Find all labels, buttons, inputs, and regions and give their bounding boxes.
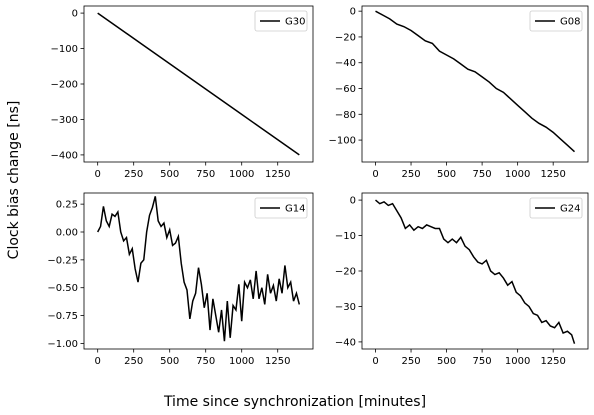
y-tick-label: 0 — [72, 9, 78, 20]
y-tick-label: 0.25 — [56, 200, 78, 211]
x-tick-label: 750 — [196, 356, 215, 367]
legend: G08 — [529, 10, 583, 32]
legend-box — [529, 197, 583, 219]
y-tick-label: −400 — [51, 150, 78, 161]
x-tick-label: 750 — [196, 169, 215, 180]
legend-box — [254, 197, 308, 219]
x-tick-label: 1250 — [540, 356, 565, 367]
x-tick-label: 500 — [160, 356, 179, 367]
y-tick-label: −200 — [51, 80, 78, 91]
y-tick-label: −20 — [335, 32, 356, 43]
legend-label: G14 — [285, 204, 305, 215]
subplot-2: 0 250 500 750 1000 1250 0 −20 −40 −60 −80 −100 G08 — [329, 5, 589, 180]
y-tick-label: −20 — [335, 267, 356, 278]
figure-ylabel: Clock bias change [ns] — [6, 101, 22, 260]
legend: G14 — [254, 197, 308, 219]
x-tick-label: 250 — [124, 356, 143, 367]
x-tick-label: 1250 — [540, 169, 565, 180]
axes-frame — [83, 192, 314, 350]
y-tick-label: −30 — [335, 302, 356, 313]
legend-label: G30 — [285, 17, 305, 28]
series-line-g14 — [97, 196, 301, 342]
y-tick-label: −10 — [335, 231, 356, 242]
legend: G30 — [254, 10, 308, 32]
x-tick-label: 250 — [124, 169, 143, 180]
series-line-g24 — [375, 199, 576, 344]
legend-box — [254, 10, 308, 32]
x-tick-label: 1000 — [505, 356, 530, 367]
y-tick-label: −300 — [51, 115, 78, 126]
legend-label: G08 — [560, 17, 580, 28]
x-tick-label: 1000 — [229, 169, 254, 180]
x-tick-label: 1250 — [265, 356, 290, 367]
series-line-g08 — [375, 10, 576, 153]
x-tick-label: 0 — [372, 356, 378, 367]
y-tick-label: 0 — [350, 7, 356, 18]
axes-frame — [361, 5, 589, 163]
y-tick-label: −80 — [335, 110, 356, 121]
x-tick-label: 750 — [473, 356, 492, 367]
x-tick-label: 0 — [94, 169, 100, 180]
x-tick-label: 0 — [94, 356, 100, 367]
legend-box — [529, 10, 583, 32]
y-tick-label: 0.00 — [56, 228, 78, 239]
figure-xlabel: Time since synchronization [minutes] — [163, 394, 426, 410]
y-tick-label: −40 — [335, 58, 356, 69]
x-tick-label: 250 — [401, 169, 420, 180]
x-tick-label: 500 — [437, 169, 456, 180]
x-tick-label: 1250 — [265, 169, 290, 180]
x-tick-label: 0 — [372, 169, 378, 180]
y-tick-label: −0.75 — [47, 311, 78, 322]
y-tick-label: −100 — [329, 136, 356, 147]
y-tick-label: −100 — [51, 44, 78, 55]
y-tick-label: 0 — [350, 196, 356, 207]
y-tick-label: −40 — [335, 337, 356, 348]
x-tick-label: 750 — [473, 169, 492, 180]
subplot-3: 0 250 500 750 1000 1250 0.25 0.00 −0.25 −0.50 −0.7… — [47, 192, 314, 367]
x-tick-label: 1000 — [505, 169, 530, 180]
legend-label: G24 — [560, 204, 580, 215]
y-tick-label: −1.00 — [47, 339, 78, 350]
subplot-1: 0 250 500 750 1000 1250 0 −100 −200 −300 −400 G30 — [51, 5, 314, 180]
x-tick-label: 500 — [160, 169, 179, 180]
y-tick-label: −0.25 — [47, 255, 78, 266]
subplot-4: 0 250 500 750 1000 1250 0 −10 −20 −30 −40 G24 — [335, 192, 589, 367]
x-tick-label: 1000 — [229, 356, 254, 367]
y-tick-label: −0.50 — [47, 283, 78, 294]
legend: G24 — [529, 197, 583, 219]
x-tick-label: 500 — [437, 356, 456, 367]
series-line-g30 — [97, 12, 300, 156]
x-tick-label: 250 — [401, 356, 420, 367]
y-tick-label: −60 — [335, 84, 356, 95]
